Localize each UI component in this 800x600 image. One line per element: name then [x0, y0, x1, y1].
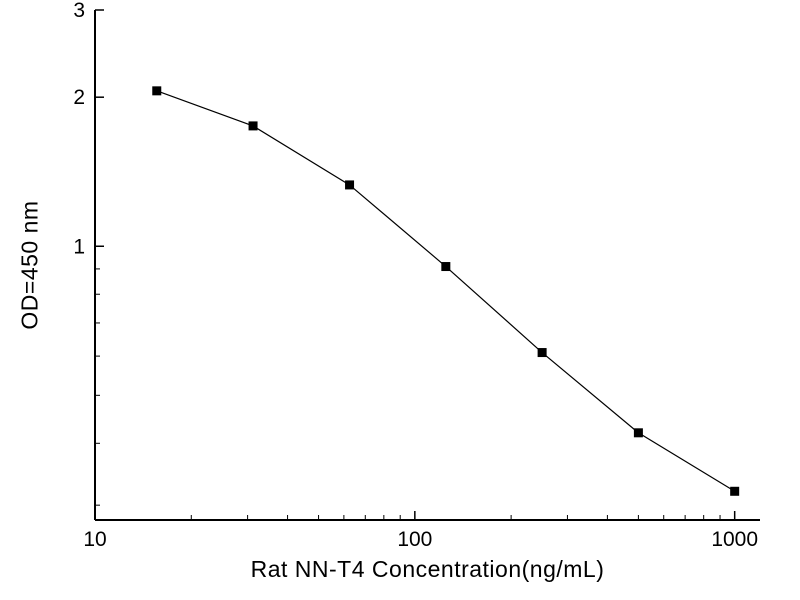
- data-point-marker: [345, 180, 355, 190]
- x-tick-label: 10: [83, 528, 106, 551]
- y-tick-label: 1: [73, 235, 85, 258]
- data-point-marker: [441, 262, 451, 272]
- data-point-marker: [248, 121, 258, 131]
- x-tick-label: 100: [397, 528, 432, 551]
- data-point-marker: [152, 86, 162, 96]
- y-axis-title: OD=450 nm: [16, 200, 43, 330]
- x-tick-label: 1000: [711, 528, 758, 551]
- y-tick-label: 3: [73, 0, 85, 22]
- data-point-marker: [730, 486, 740, 496]
- data-point-marker: [633, 428, 643, 438]
- y-tick-label: 2: [73, 86, 85, 109]
- x-axis-title: Rat NN-T4 Concentration(ng/mL): [250, 556, 605, 582]
- data-line: [156, 90, 735, 492]
- data-point-marker: [537, 348, 547, 358]
